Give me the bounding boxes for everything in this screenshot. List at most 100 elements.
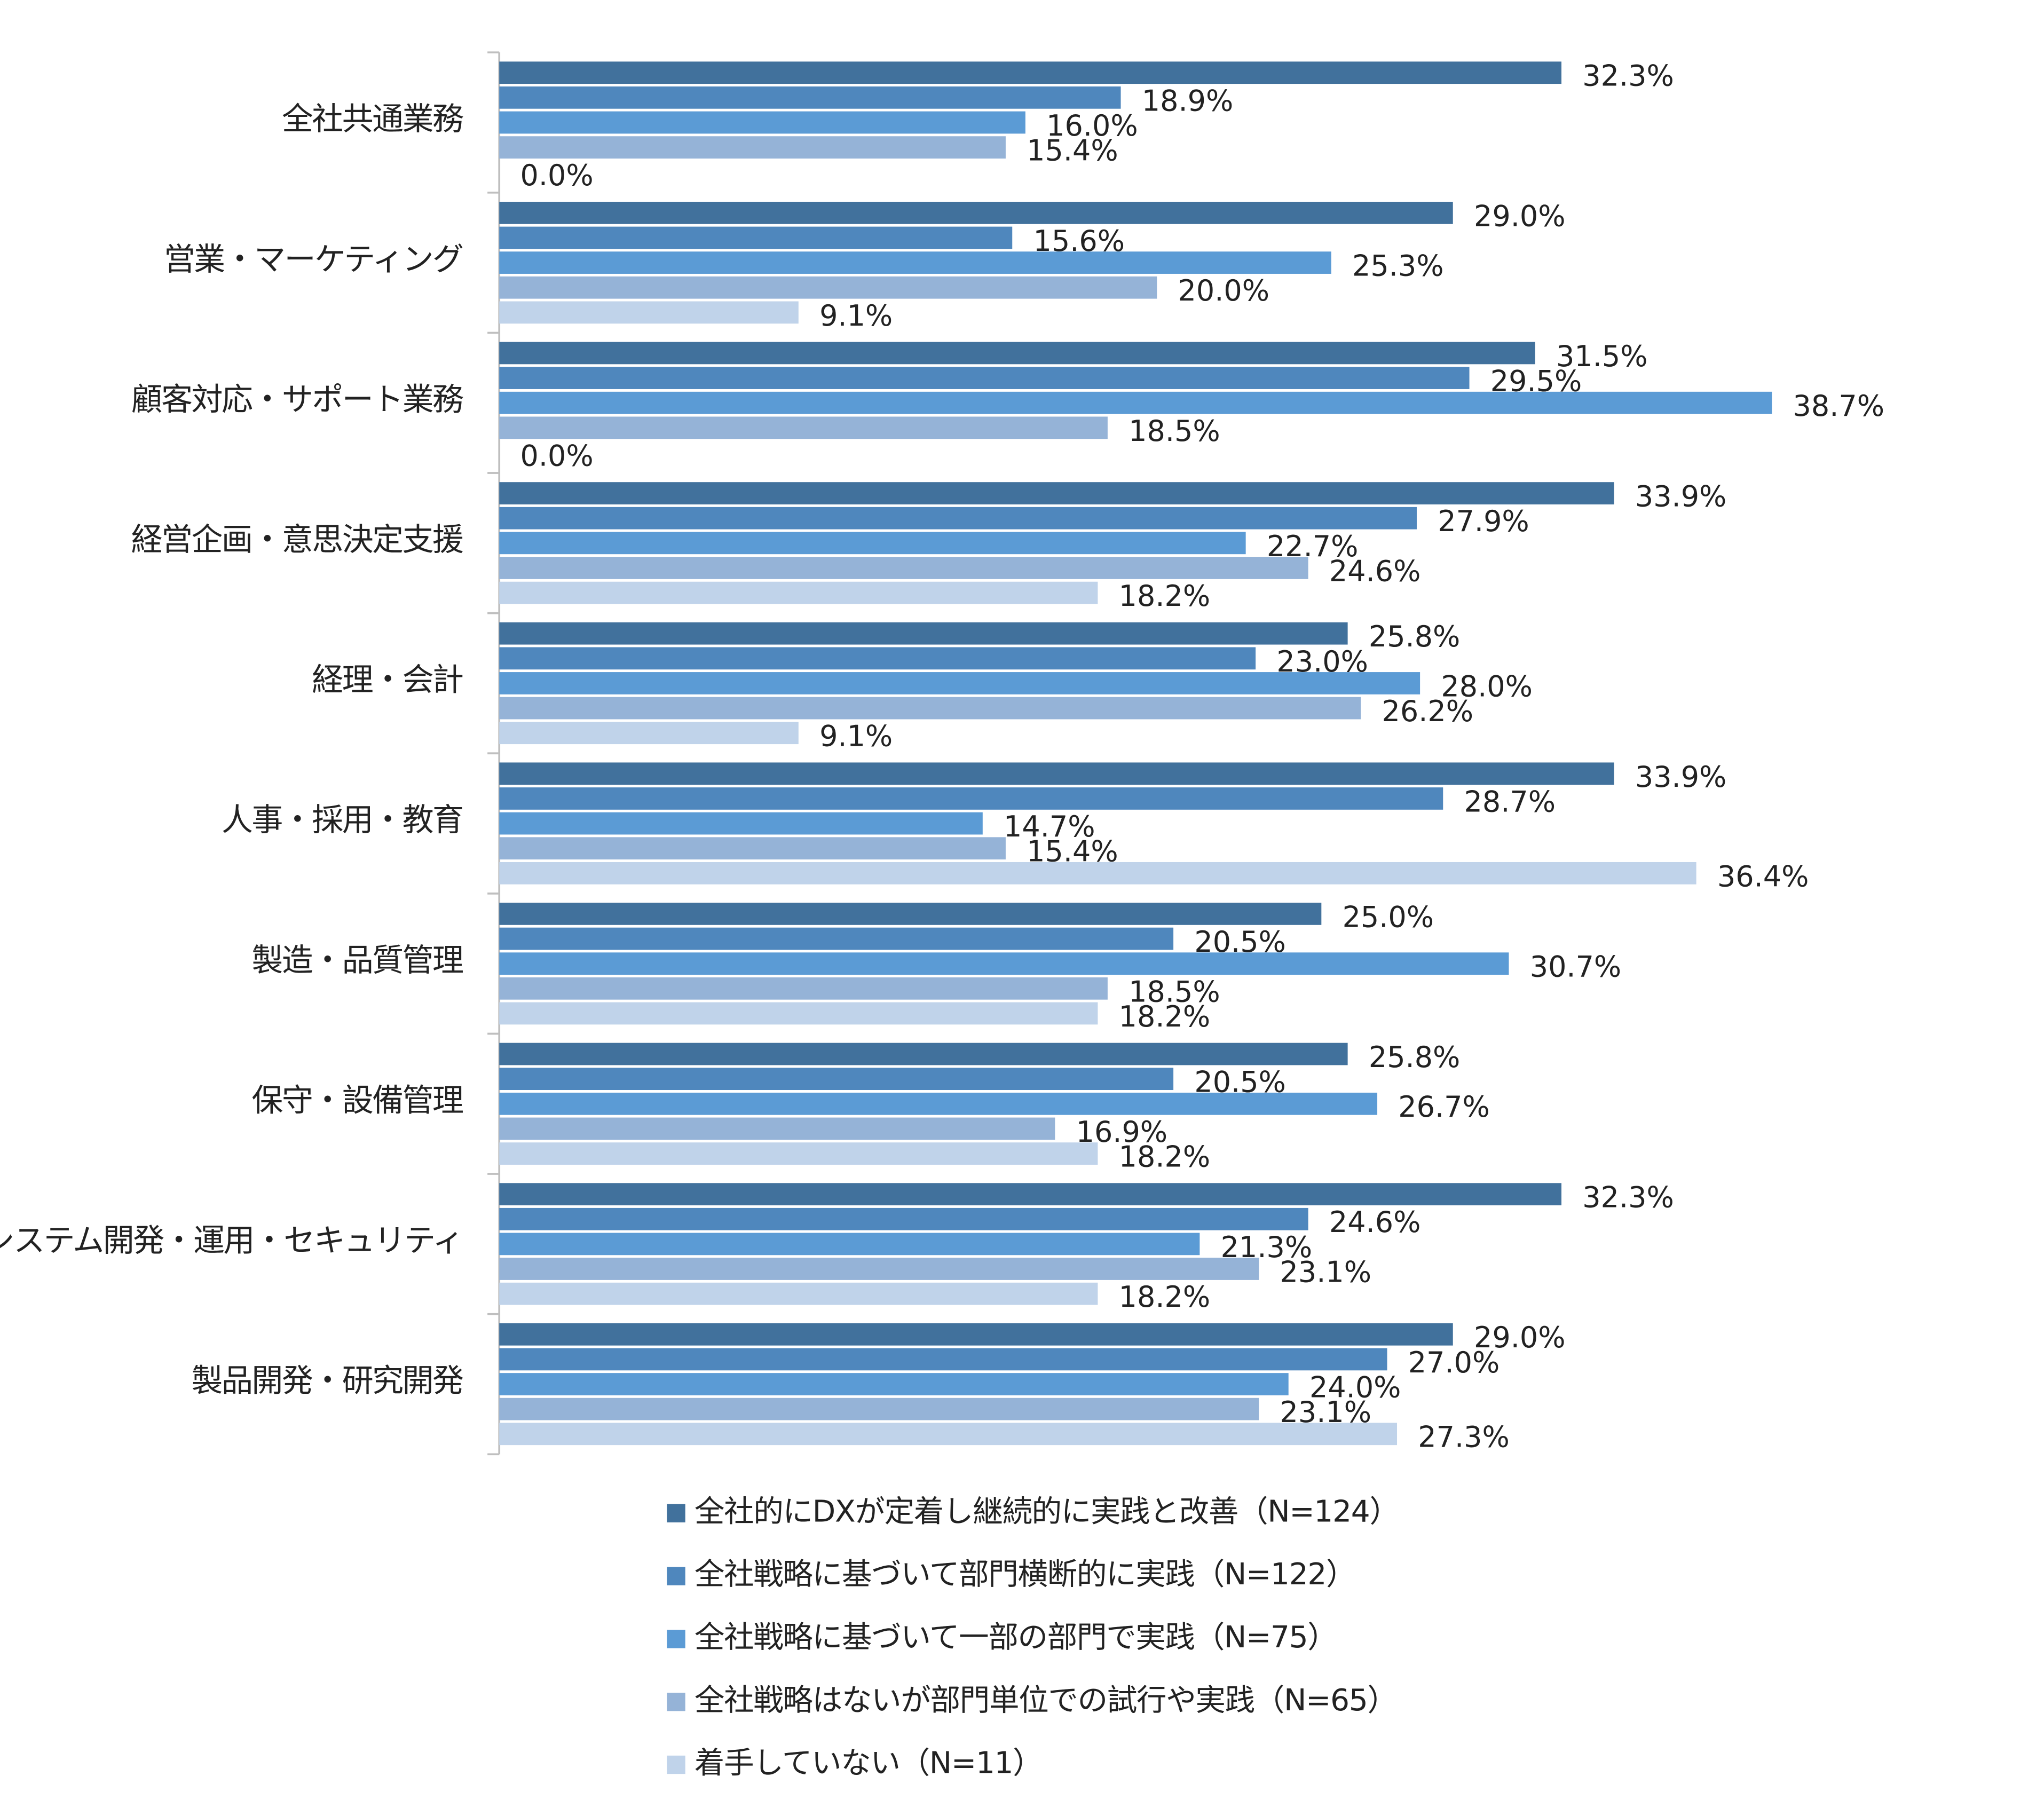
legend-swatch [667, 1755, 685, 1774]
value-label: 32.3% [1582, 59, 1674, 93]
bar [499, 581, 1098, 604]
bar [499, 787, 1443, 810]
bar [499, 1282, 1098, 1305]
bar [499, 1348, 1387, 1371]
legend-label: 全社戦略はないが部門単位での試行や実践（N=65） [695, 1683, 1397, 1718]
legend-swatch [667, 1504, 685, 1522]
value-label: 23.1% [1280, 1255, 1372, 1289]
bar [499, 1323, 1453, 1346]
value-label: 26.2% [1382, 694, 1474, 728]
bar [499, 367, 1470, 389]
bar [499, 903, 1322, 925]
value-label: 0.0% [520, 159, 593, 192]
value-label: 18.2% [1119, 579, 1211, 613]
bar [499, 1117, 1055, 1140]
bar [499, 276, 1157, 299]
value-label: 24.6% [1329, 1205, 1421, 1239]
value-label: 28.0% [1441, 669, 1533, 703]
legend-label: 全社戦略に基づいて部門横断的に実践（N=122） [695, 1557, 1355, 1592]
value-label: 18.5% [1128, 414, 1220, 448]
value-label: 0.0% [520, 439, 593, 472]
bar [499, 952, 1509, 975]
bar [499, 762, 1614, 785]
bar [499, 647, 1256, 670]
category-label: システム開発・運用・セキュリティ [0, 1222, 462, 1259]
value-label: 14.7% [1004, 810, 1095, 843]
bar [499, 1183, 1562, 1205]
value-label: 30.7% [1530, 950, 1622, 984]
value-label: 27.9% [1438, 504, 1529, 538]
bar [499, 622, 1348, 645]
value-label: 33.9% [1635, 480, 1727, 514]
value-label: 28.7% [1464, 785, 1556, 818]
bar [499, 86, 1121, 109]
legend-swatch [667, 1567, 685, 1585]
bar [499, 391, 1772, 414]
value-label: 27.3% [1418, 1420, 1510, 1454]
bar [499, 226, 1013, 249]
bar [499, 1258, 1259, 1280]
bar [499, 1373, 1289, 1395]
bar [499, 1068, 1174, 1091]
bar [499, 697, 1361, 720]
category-label: 保守・設備管理 [251, 1081, 463, 1118]
value-label: 29.0% [1474, 199, 1566, 233]
value-label: 18.2% [1119, 1140, 1211, 1174]
value-label: 24.6% [1329, 554, 1421, 588]
bar [499, 201, 1453, 224]
bar [499, 251, 1331, 274]
bar [499, 532, 1246, 555]
bar [499, 1142, 1098, 1165]
bar [499, 136, 1006, 159]
value-label: 20.0% [1178, 274, 1270, 307]
value-label: 31.5% [1556, 340, 1648, 373]
bar [499, 927, 1174, 950]
bar [499, 1207, 1308, 1230]
bar [499, 482, 1614, 504]
bar [499, 111, 1025, 134]
legend-swatch [667, 1630, 685, 1648]
legend-swatch [667, 1693, 685, 1711]
bar [499, 507, 1417, 530]
category-label: 全社共通業務 [282, 100, 463, 137]
legend-label: 全社戦略に基づいて一部の部門で実践（N=75） [695, 1620, 1337, 1655]
value-label: 24.0% [1309, 1370, 1401, 1404]
value-label: 25.8% [1369, 620, 1460, 653]
legend-label: 全社的にDXが定着し継続的に実践と改善（N=124） [695, 1494, 1399, 1529]
value-label: 18.2% [1119, 1000, 1211, 1033]
category-label: 営業・マーケティング [164, 241, 463, 278]
value-label: 27.0% [1408, 1346, 1500, 1379]
value-label: 33.9% [1635, 760, 1727, 794]
value-label: 26.7% [1398, 1090, 1490, 1124]
bar [499, 812, 983, 835]
legend-label: 着手していない（N=11） [695, 1746, 1043, 1781]
category-label: 顧客対応・サポート業務 [131, 381, 463, 417]
bar [499, 342, 1535, 365]
bar [499, 672, 1420, 694]
value-label: 18.5% [1128, 975, 1220, 1008]
category-label: 経理・会計 [312, 661, 463, 698]
value-label: 36.4% [1717, 859, 1809, 893]
bar [499, 1002, 1098, 1025]
value-label: 9.1% [819, 299, 893, 333]
bar [499, 1092, 1378, 1115]
value-label: 29.0% [1474, 1321, 1566, 1354]
bar [499, 1043, 1348, 1065]
bar [499, 301, 799, 324]
value-label: 16.0% [1046, 109, 1138, 143]
value-label: 25.3% [1352, 249, 1444, 283]
value-label: 32.3% [1582, 1181, 1674, 1214]
category-label: 製品開発・研究開発 [192, 1362, 463, 1399]
value-label: 18.2% [1119, 1280, 1211, 1314]
bar [499, 837, 1006, 860]
bar [499, 557, 1308, 579]
bar [499, 1423, 1398, 1446]
bar [499, 862, 1696, 885]
value-label: 9.1% [819, 720, 893, 753]
value-label: 25.0% [1343, 900, 1434, 934]
bar [499, 416, 1108, 439]
value-label: 25.8% [1369, 1040, 1460, 1074]
category-label: 人事・採用・教育 [222, 801, 463, 838]
